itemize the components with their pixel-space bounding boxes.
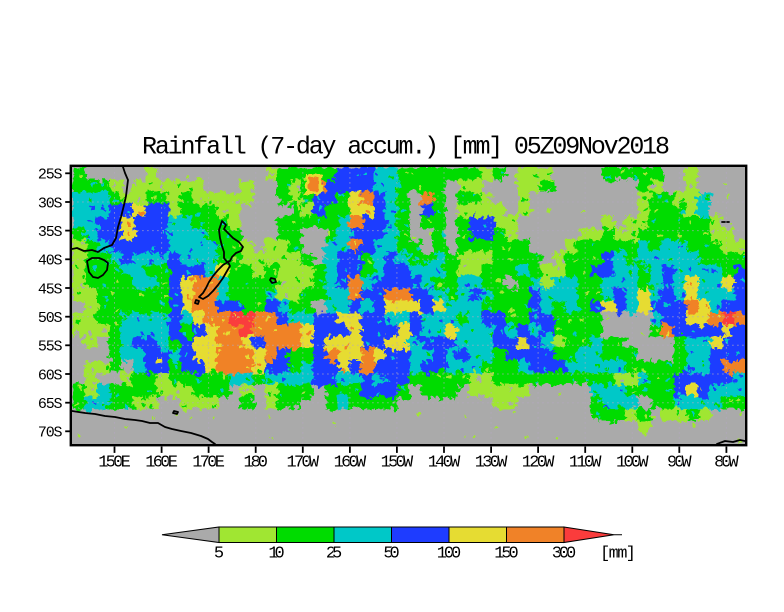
svg-text:140W: 140W	[428, 454, 461, 473]
svg-text:25: 25	[326, 545, 342, 564]
svg-text:5: 5	[214, 545, 224, 564]
svg-text:170W: 170W	[287, 454, 320, 473]
svg-text:80W: 80W	[714, 454, 739, 473]
svg-text:160W: 160W	[334, 454, 367, 473]
svg-text:35S: 35S	[38, 224, 63, 241]
svg-text:100W: 100W	[616, 454, 649, 473]
svg-text:100: 100	[437, 545, 462, 564]
svg-text:Rainfall (7-day accum.) [mm] 0: Rainfall (7-day accum.) [mm] 05Z09Nov201…	[142, 133, 670, 162]
svg-text:70S: 70S	[38, 425, 63, 442]
svg-text:50S: 50S	[38, 310, 63, 327]
svg-text:170E: 170E	[192, 454, 225, 473]
svg-text:130W: 130W	[475, 454, 508, 473]
svg-text:300: 300	[552, 545, 577, 564]
svg-text:45S: 45S	[38, 281, 63, 298]
svg-text:110W: 110W	[569, 454, 602, 473]
svg-text:50: 50	[383, 545, 399, 564]
svg-text:180: 180	[243, 454, 268, 473]
svg-text:30S: 30S	[38, 195, 63, 212]
svg-text:[mm]: [mm]	[600, 545, 636, 564]
svg-text:150W: 150W	[381, 454, 414, 473]
svg-text:55S: 55S	[38, 339, 63, 356]
svg-text:60S: 60S	[38, 367, 63, 384]
svg-text:90W: 90W	[667, 454, 692, 473]
svg-text:150E: 150E	[98, 454, 131, 473]
svg-text:10: 10	[268, 545, 284, 564]
svg-text:120W: 120W	[522, 454, 555, 473]
svg-text:40S: 40S	[38, 253, 63, 270]
svg-text:25S: 25S	[38, 167, 63, 184]
svg-text:65S: 65S	[38, 396, 63, 413]
svg-text:150: 150	[494, 545, 519, 564]
svg-text:160E: 160E	[145, 454, 178, 473]
